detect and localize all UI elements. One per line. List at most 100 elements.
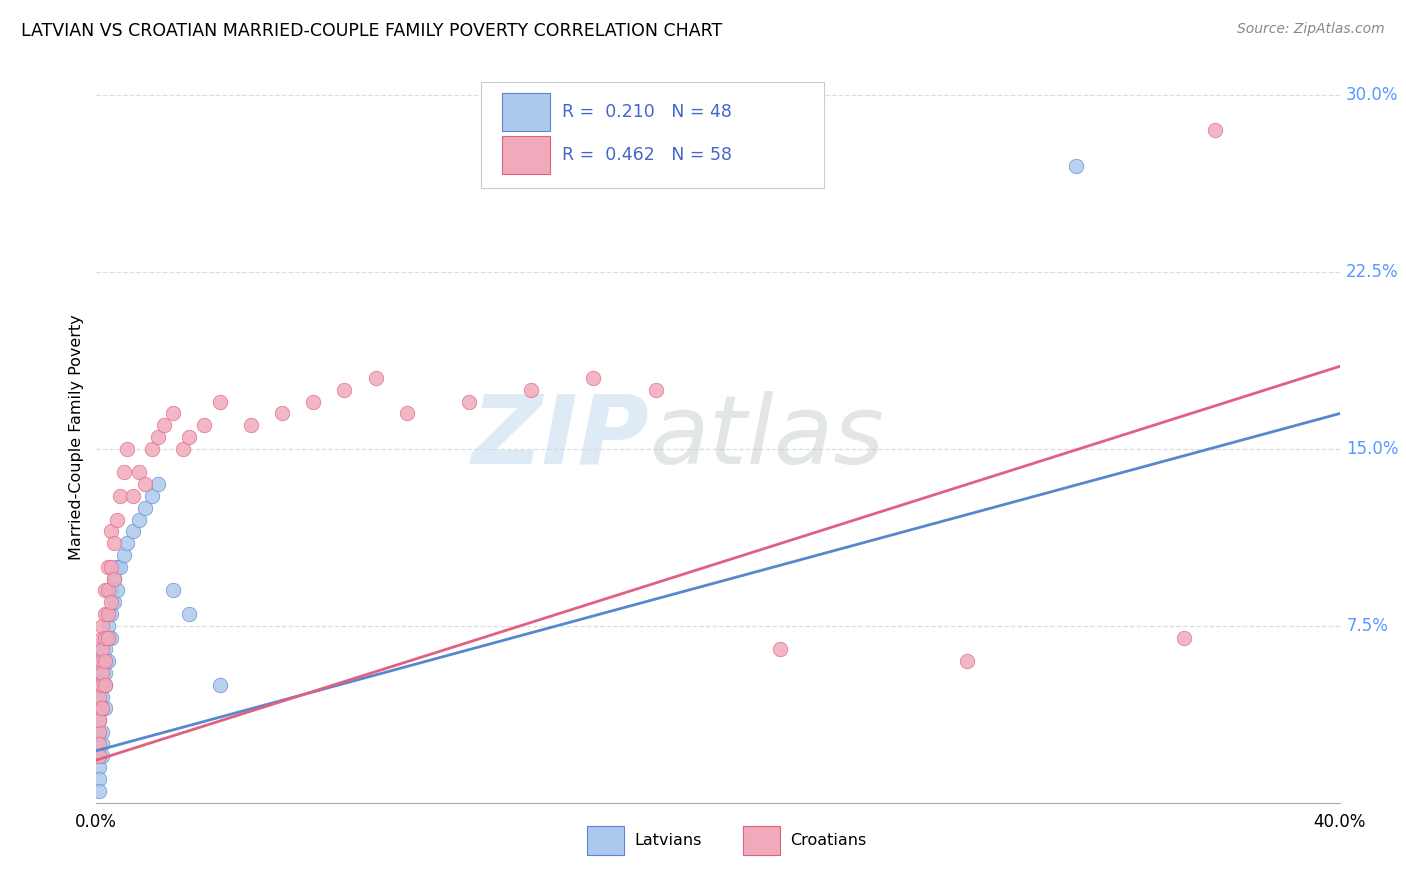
Text: 15.0%: 15.0% xyxy=(1346,440,1399,458)
Point xyxy=(87,748,110,763)
Point xyxy=(87,713,110,727)
Point xyxy=(172,442,194,456)
Point xyxy=(94,666,117,681)
Point xyxy=(94,631,117,645)
Point xyxy=(94,654,117,668)
Point xyxy=(87,678,110,692)
Text: Latvians: Latvians xyxy=(634,833,702,848)
Point xyxy=(97,583,120,598)
Point xyxy=(87,654,110,668)
Point xyxy=(105,513,128,527)
Point xyxy=(364,371,387,385)
Point xyxy=(97,607,120,621)
Point xyxy=(177,430,200,444)
Point xyxy=(333,383,356,397)
Point xyxy=(90,619,112,633)
Point xyxy=(100,595,122,609)
Point xyxy=(97,607,120,621)
Point xyxy=(115,536,138,550)
Point xyxy=(90,654,112,668)
FancyBboxPatch shape xyxy=(481,82,824,188)
Point xyxy=(87,784,110,798)
Point xyxy=(87,713,110,727)
Point xyxy=(162,583,184,598)
Point xyxy=(90,654,112,668)
Point xyxy=(128,466,150,480)
Point xyxy=(193,418,215,433)
Point xyxy=(90,666,112,681)
Point xyxy=(94,701,117,715)
Point xyxy=(644,383,666,397)
Point xyxy=(87,690,110,704)
Point xyxy=(122,489,145,503)
Point xyxy=(87,725,110,739)
Point xyxy=(87,701,110,715)
Text: ZIP: ZIP xyxy=(471,391,650,483)
Point xyxy=(87,678,110,692)
Point xyxy=(134,477,156,491)
FancyBboxPatch shape xyxy=(502,136,550,174)
Point xyxy=(153,418,176,433)
Point xyxy=(90,701,112,715)
Point xyxy=(90,631,112,645)
Point xyxy=(94,642,117,657)
Point xyxy=(271,407,294,421)
Point xyxy=(112,548,135,562)
Point xyxy=(146,430,169,444)
Text: 7.5%: 7.5% xyxy=(1346,617,1388,635)
Text: atlas: atlas xyxy=(650,391,884,483)
Point xyxy=(90,678,112,692)
Point xyxy=(1064,159,1087,173)
Point xyxy=(94,607,117,621)
Point xyxy=(97,631,120,645)
Point xyxy=(87,725,110,739)
Point xyxy=(105,583,128,598)
Text: R =  0.462   N = 58: R = 0.462 N = 58 xyxy=(562,145,733,164)
Point xyxy=(90,737,112,751)
Point xyxy=(90,701,112,715)
Point xyxy=(209,678,232,692)
Point xyxy=(97,631,120,645)
Point xyxy=(1173,631,1195,645)
Text: 30.0%: 30.0% xyxy=(1346,86,1399,104)
Point xyxy=(87,701,110,715)
Point xyxy=(110,559,132,574)
Point xyxy=(103,595,125,609)
Text: Source: ZipAtlas.com: Source: ZipAtlas.com xyxy=(1237,22,1385,37)
Point xyxy=(90,748,112,763)
Point xyxy=(87,748,110,763)
Text: Croatians: Croatians xyxy=(790,833,866,848)
Point xyxy=(302,394,325,409)
Text: R =  0.210   N = 48: R = 0.210 N = 48 xyxy=(562,103,733,121)
Point xyxy=(395,407,418,421)
Point xyxy=(162,407,184,421)
Point xyxy=(87,760,110,774)
Point xyxy=(94,678,117,692)
Point xyxy=(97,654,120,668)
Point xyxy=(90,690,112,704)
Point xyxy=(100,607,122,621)
Point xyxy=(112,466,135,480)
Point xyxy=(956,654,979,668)
Point xyxy=(90,642,112,657)
Point xyxy=(90,666,112,681)
Point xyxy=(146,477,169,491)
Point xyxy=(209,394,232,409)
Point xyxy=(128,513,150,527)
Point xyxy=(115,442,138,456)
Point xyxy=(110,489,132,503)
FancyBboxPatch shape xyxy=(502,94,550,131)
Point xyxy=(87,772,110,787)
Point xyxy=(94,654,117,668)
Point xyxy=(94,678,117,692)
Point xyxy=(97,559,120,574)
Point xyxy=(105,559,128,574)
Point xyxy=(103,572,125,586)
Point xyxy=(100,559,122,574)
Point xyxy=(520,383,543,397)
Point xyxy=(90,725,112,739)
Point xyxy=(141,442,163,456)
Text: 22.5%: 22.5% xyxy=(1346,263,1399,281)
FancyBboxPatch shape xyxy=(742,826,780,855)
Point xyxy=(134,500,156,515)
